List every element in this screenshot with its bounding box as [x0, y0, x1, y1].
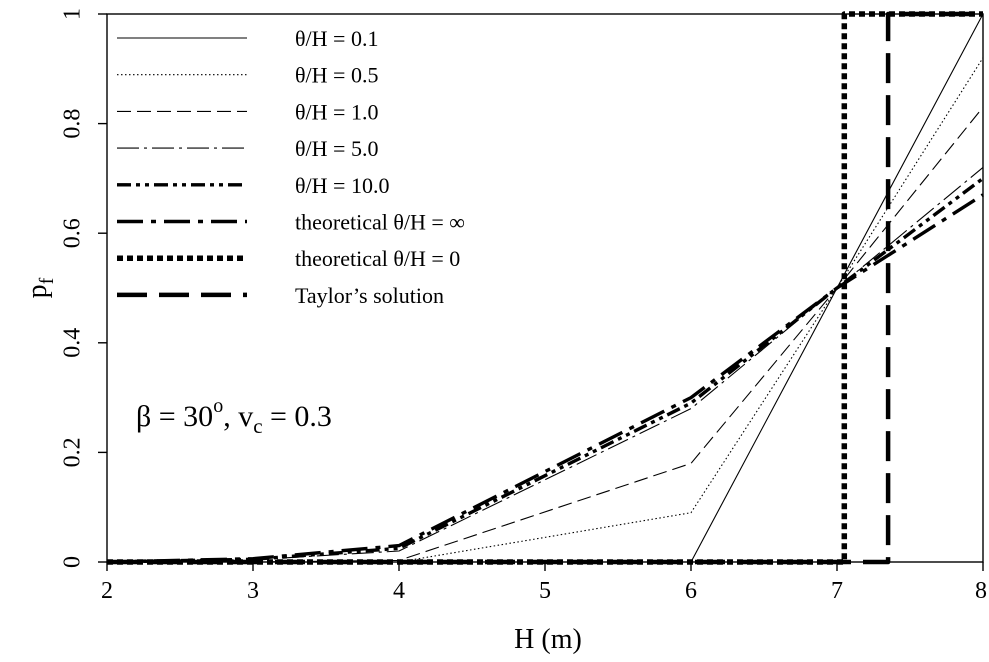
legend-label-4: θ/H = 5.0 [295, 136, 378, 161]
series-line-7 [107, 11, 983, 565]
legend-label-2: θ/H = 0.5 [295, 63, 378, 88]
parameter-annotation: β = 30o, vc = 0.3 [136, 395, 332, 438]
series-line-5 [106, 177, 985, 564]
x-tick-label: 3 [247, 578, 259, 604]
y-tick-label: 0.4 [60, 328, 86, 358]
series-line-2 [107, 57, 984, 563]
y-tick-label: 0 [60, 556, 86, 568]
y-tick-label: 0.2 [60, 437, 86, 467]
x-axis-title: H (m) [514, 624, 582, 655]
x-tick-label: 6 [685, 578, 697, 604]
x-tick-label: 4 [393, 578, 405, 604]
series-line-6 [106, 193, 984, 564]
legend-label-5: θ/H = 10.0 [295, 173, 389, 198]
legend-label-8: Taylor’s solution [295, 283, 444, 308]
x-tick-label: 5 [539, 578, 551, 604]
x-tick-label: 2 [101, 578, 113, 604]
y-tick-label: 0.8 [60, 109, 86, 139]
legend: θ/H = 0.1 θ/H = 0.5 θ/H = 1.0 θ/H = 5.0 θ/H … [117, 26, 465, 308]
legend-label-7: theoretical θ/H = 0 [295, 246, 460, 271]
y-tick-label: 0.6 [60, 218, 86, 248]
legend-label-6: theoretical θ/H = ∞ [295, 210, 465, 235]
x-tick-label: 8 [975, 578, 987, 604]
legend-label-1: θ/H = 0.1 [295, 26, 378, 51]
y-axis-title: pf [22, 277, 58, 298]
legend-label-3: θ/H = 1.0 [295, 99, 378, 124]
series-line-1 [107, 13, 984, 563]
series-line-8 [107, 11, 983, 565]
series-line-4 [106, 166, 984, 563]
x-tick-label: 7 [831, 578, 843, 604]
series-line-3 [107, 106, 984, 563]
axes-layer: 2 3 4 5 6 7 8 0 0.2 0.4 0.6 0.8 1 [60, 8, 988, 604]
plot-frame [106, 13, 984, 563]
series-layer [106, 11, 985, 565]
y-tick-label: 1 [60, 8, 86, 20]
